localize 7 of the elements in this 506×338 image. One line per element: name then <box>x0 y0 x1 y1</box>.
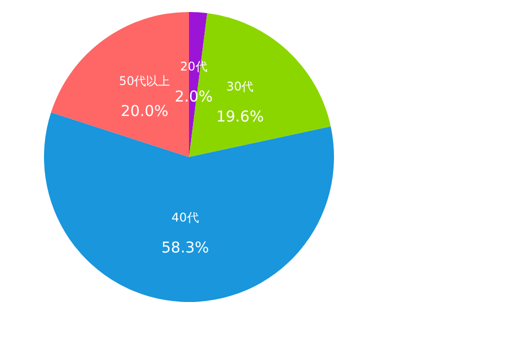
slice-label: 50代以上 <box>118 74 170 88</box>
slice-label: 30代 <box>226 79 254 94</box>
data-label: 19.6% <box>216 107 264 126</box>
slice-label: 40代 <box>172 210 199 224</box>
data-label: 58.3% <box>161 238 210 256</box>
data-label: 20.0% <box>120 102 168 120</box>
data-label: 2.0% <box>174 88 213 106</box>
